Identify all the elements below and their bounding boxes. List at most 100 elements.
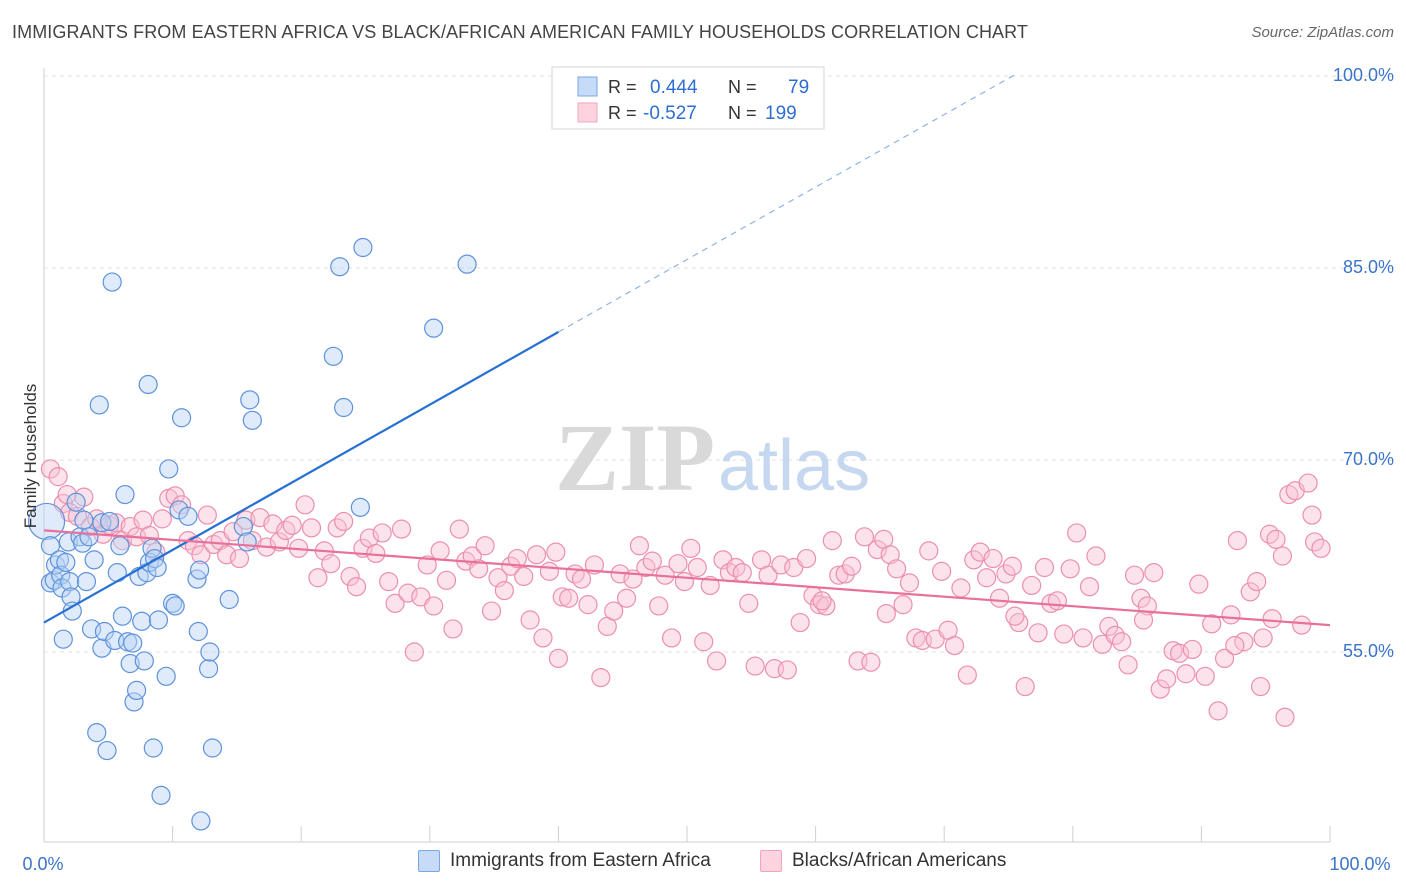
pink-point	[893, 595, 913, 615]
pink-point	[867, 539, 887, 560]
pink-point	[880, 545, 900, 565]
pink-point	[1131, 588, 1151, 608]
blue-point	[102, 272, 122, 292]
pink-point	[1208, 701, 1228, 721]
pink-point	[526, 545, 547, 565]
pink-point	[739, 593, 759, 613]
pink-point	[1060, 559, 1080, 579]
legend-swatch-black-african-american	[760, 850, 782, 872]
legend-swatch-blue	[577, 76, 598, 97]
blue-point	[323, 346, 343, 366]
blue-point	[148, 610, 169, 630]
pink-point	[1176, 664, 1196, 684]
legend-blue-r-label: R =	[608, 77, 637, 97]
pink-point	[1073, 628, 1093, 648]
blue-point	[138, 374, 158, 395]
pink-point	[584, 555, 605, 575]
pink-point	[436, 570, 457, 590]
blue-point	[200, 642, 220, 662]
pink-point	[398, 583, 418, 603]
pink-point	[1311, 538, 1331, 558]
pink-point	[424, 596, 444, 616]
pink-point	[1272, 546, 1293, 566]
pink-point	[706, 651, 727, 671]
blue-point	[190, 560, 210, 580]
pink-point	[1112, 632, 1132, 652]
blue-point	[84, 550, 104, 570]
pink-point	[475, 536, 495, 556]
pink-point	[1133, 610, 1154, 630]
pink-point	[996, 564, 1016, 584]
pink-point	[1015, 676, 1035, 697]
blue-point	[132, 611, 152, 631]
pink-point	[1169, 643, 1190, 663]
y-tick-label-85: 85.0%	[1343, 257, 1394, 277]
blue-point	[92, 513, 112, 533]
legend-pink-n-label: N =	[728, 103, 757, 123]
pink-point	[385, 593, 405, 613]
blue-point	[40, 536, 61, 556]
blue-point	[56, 552, 76, 573]
pink-point	[899, 573, 920, 593]
pink-point	[514, 566, 534, 587]
pink-point	[152, 509, 172, 529]
pink-point	[1067, 523, 1087, 543]
blue-point	[240, 390, 260, 410]
watermark: ZIP atlas	[555, 404, 870, 511]
pink-point	[835, 564, 855, 584]
pink-point	[481, 601, 502, 621]
pink-point	[1240, 582, 1260, 602]
blue-point	[99, 511, 120, 532]
pink-point	[520, 610, 540, 630]
pink-point	[1054, 624, 1074, 644]
pink-point	[548, 648, 569, 669]
pink-point	[796, 548, 817, 569]
legend-item-eastern-africa: Immigrants from Eastern Africa	[418, 850, 711, 872]
pink-point	[494, 580, 514, 601]
blue-point	[79, 527, 99, 547]
watermark-atlas: atlas	[718, 426, 870, 506]
blue-point	[115, 484, 135, 505]
legend-pink-r-label: R =	[608, 103, 637, 123]
blue-point	[143, 738, 163, 758]
pink-point	[694, 632, 714, 652]
legend-swatch-eastern-africa	[418, 850, 440, 872]
pink-point	[1047, 591, 1067, 611]
pink-point	[790, 612, 810, 633]
pink-point	[1221, 605, 1241, 625]
pink-point	[1144, 563, 1164, 583]
pink-point	[816, 596, 836, 616]
pink-point	[1250, 676, 1271, 697]
pink-point	[944, 635, 965, 656]
pink-point	[1022, 575, 1042, 596]
pink-point	[308, 568, 328, 588]
watermark-zip: ZIP	[555, 404, 715, 511]
trend-line-eastern-africa	[43, 331, 559, 624]
pink-point	[295, 495, 315, 515]
pink-point	[1247, 571, 1267, 592]
pink-point	[919, 541, 939, 561]
pink-point	[1034, 557, 1055, 578]
y-tick-label-100: 100.0%	[1333, 65, 1394, 85]
pink-point	[449, 519, 469, 539]
pink-point	[539, 561, 559, 581]
pink-point	[552, 587, 572, 607]
pink-point	[591, 667, 611, 688]
pink-point	[1182, 639, 1202, 660]
blue-point	[151, 785, 171, 805]
pink-point	[854, 527, 875, 547]
blue-point	[165, 596, 185, 616]
pink-point	[1214, 648, 1235, 669]
pink-point	[649, 596, 669, 616]
blue-point	[112, 606, 133, 626]
y-tick-labels: 55.0% 70.0% 85.0% 100.0%	[1333, 65, 1394, 661]
blue-point	[191, 811, 211, 831]
blue-point	[424, 318, 444, 338]
pink-point	[533, 628, 553, 648]
blue-point	[242, 410, 262, 430]
pink-point	[340, 566, 360, 587]
pink-point	[642, 551, 662, 571]
pink-point	[1259, 524, 1280, 544]
pink-point	[989, 588, 1010, 608]
